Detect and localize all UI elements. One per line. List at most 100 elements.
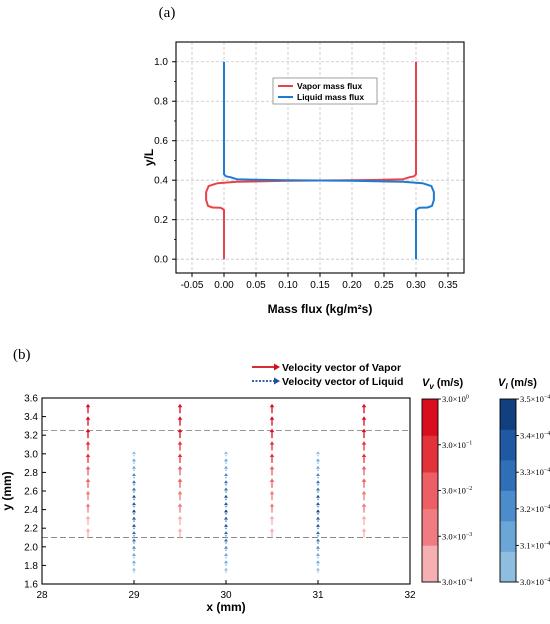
colorbar-title-subscript: l (505, 382, 508, 391)
x-axis-title-b: x (mm) (206, 600, 245, 614)
series-line-vapor (205, 61, 417, 260)
colorbar-segment (500, 399, 516, 430)
colorbar-tick-exponent: −2 (466, 486, 472, 492)
tick-label-y-b: 2.2 (24, 524, 38, 535)
y-axis-title-b: y (mm) (0, 471, 14, 510)
vapor-vector-head (269, 403, 275, 408)
tick-label-x: -0.05 (181, 280, 204, 291)
liquid-vector-head (132, 487, 136, 491)
liquid-vector-head (224, 480, 228, 484)
series-line-liquid (223, 61, 435, 260)
legend-box-a (272, 77, 378, 105)
liquid-vector-head (316, 480, 320, 484)
tick-label-x: 0.00 (214, 280, 234, 291)
liquid-vector-head (224, 487, 228, 491)
tick-label-y: 0.0 (154, 255, 168, 266)
colorbar-segment (500, 429, 516, 461)
liquid-vector-head (224, 560, 228, 564)
colorbar-tick-label: 3.0×10−1 (442, 440, 472, 450)
vapor-vector-head (85, 465, 91, 470)
liquid-vector-head (316, 531, 320, 535)
vapor-vector-head (269, 515, 275, 520)
liquid-vector-head (132, 516, 136, 520)
vapor-vector-head (361, 490, 367, 495)
vapor-vector-head (361, 453, 367, 458)
vapor-vector-head (361, 428, 367, 433)
panel-b-label: (b) (13, 347, 31, 363)
tick-label-y: 1.0 (154, 57, 168, 68)
tick-label-x: 0.10 (278, 280, 298, 291)
colorbar-segment (500, 490, 516, 522)
liquid-vector-head (316, 494, 320, 498)
liquid-vector-head (132, 480, 136, 484)
tick-label-x: 0.05 (246, 280, 266, 291)
vapor-vector-head (85, 428, 91, 433)
colorbar-tick-mantissa: 3.1×10 (520, 540, 544, 550)
vapor-vector-head (177, 403, 183, 408)
vapor-vector-head (85, 416, 91, 420)
liquid-vector-head (224, 465, 228, 469)
colorbar-segment (500, 521, 516, 552)
vapor-vector-head (269, 453, 275, 458)
colorbar-tick-label: 3.0×10−2 (442, 486, 472, 496)
colorbar-tick-exponent: −4 (544, 395, 550, 401)
colorbar-title: Vv (m/s) (422, 377, 463, 391)
vapor-vector-head (177, 515, 183, 520)
liquid-vector-head (132, 494, 136, 498)
tick-label-y-b: 2.4 (24, 505, 38, 516)
liquid-vector-head (224, 451, 228, 455)
colorbar-tick-label: 3.2×10−4 (520, 504, 550, 514)
vapor-vector-head (269, 441, 275, 445)
colorbar-tick-mantissa: 3.2×10 (520, 504, 544, 514)
liquid-vector-head (316, 458, 320, 462)
colorbar-tick-label: 3.3×10−4 (520, 467, 550, 477)
colorbar-title: Vl (m/s) (498, 377, 537, 391)
tick-label-x-b: 31 (312, 590, 324, 601)
vapor-vector-head (177, 465, 183, 470)
liquid-vector-head (224, 502, 228, 506)
liquid-vector-head (132, 523, 136, 527)
liquid-vector-head (316, 523, 320, 527)
liquid-vector-head (316, 545, 320, 549)
colorbar-title-unit: (m/s) (508, 377, 538, 389)
liquid-vector-head (316, 451, 320, 455)
colorbar-segment (422, 435, 438, 473)
vapor-vector-head (177, 441, 183, 445)
liquid-vector-head (132, 545, 136, 549)
vapor-vector-head (177, 428, 183, 433)
colorbar-title-unit: (m/s) (434, 377, 464, 389)
liquid-vector-head (132, 502, 136, 506)
tick-label-y-b: 3.2 (24, 431, 38, 442)
colorbar-tick-mantissa: 3.0×10 (520, 577, 544, 587)
liquid-vector-head (224, 458, 228, 462)
liquid-vector-head (132, 553, 136, 557)
liquid-vector-head (224, 538, 228, 542)
vapor-vector-head (85, 478, 91, 482)
colorbar-frame (499, 398, 517, 583)
panel-a-label: (a) (159, 5, 176, 21)
liquid-vector-head (316, 472, 320, 476)
liquid-vector-head (316, 502, 320, 506)
colorbar-tick-label: 3.0×10−4 (442, 577, 472, 587)
colorbar-tick-label: 3.4×10−4 (520, 431, 550, 441)
liquid-vector-head (224, 494, 228, 498)
vapor-vector-head (177, 503, 183, 507)
tick-label-y: 0.2 (154, 215, 168, 226)
x-axis-title-a: Mass flux (kg/m²s) (268, 302, 373, 316)
colorbar-tick-exponent: −4 (544, 541, 550, 547)
liquid-vector-head (132, 465, 136, 469)
chart-a: -0.05 0.00 0.05 0.10 0.15 0.20 0.25 0.30 0.35 0.0… (142, 41, 465, 316)
colorbar-segment (422, 545, 438, 583)
liquid-vector-head (132, 458, 136, 462)
colorbar-tick-exponent: −4 (544, 504, 550, 510)
tick-label-x: 0.25 (374, 280, 394, 291)
liquid-vector-head (132, 531, 136, 535)
vapor-vector-head (269, 490, 275, 495)
vapor-vector-head (269, 503, 275, 507)
tick-label-y-b: 1.6 (24, 580, 38, 591)
liquid-vector-head (316, 538, 320, 542)
vapor-vector-head (177, 416, 183, 420)
y-axis-title-a: y/L (142, 149, 156, 166)
liquid-vector-head (132, 538, 136, 542)
tick-label-y: 0.6 (154, 136, 168, 147)
